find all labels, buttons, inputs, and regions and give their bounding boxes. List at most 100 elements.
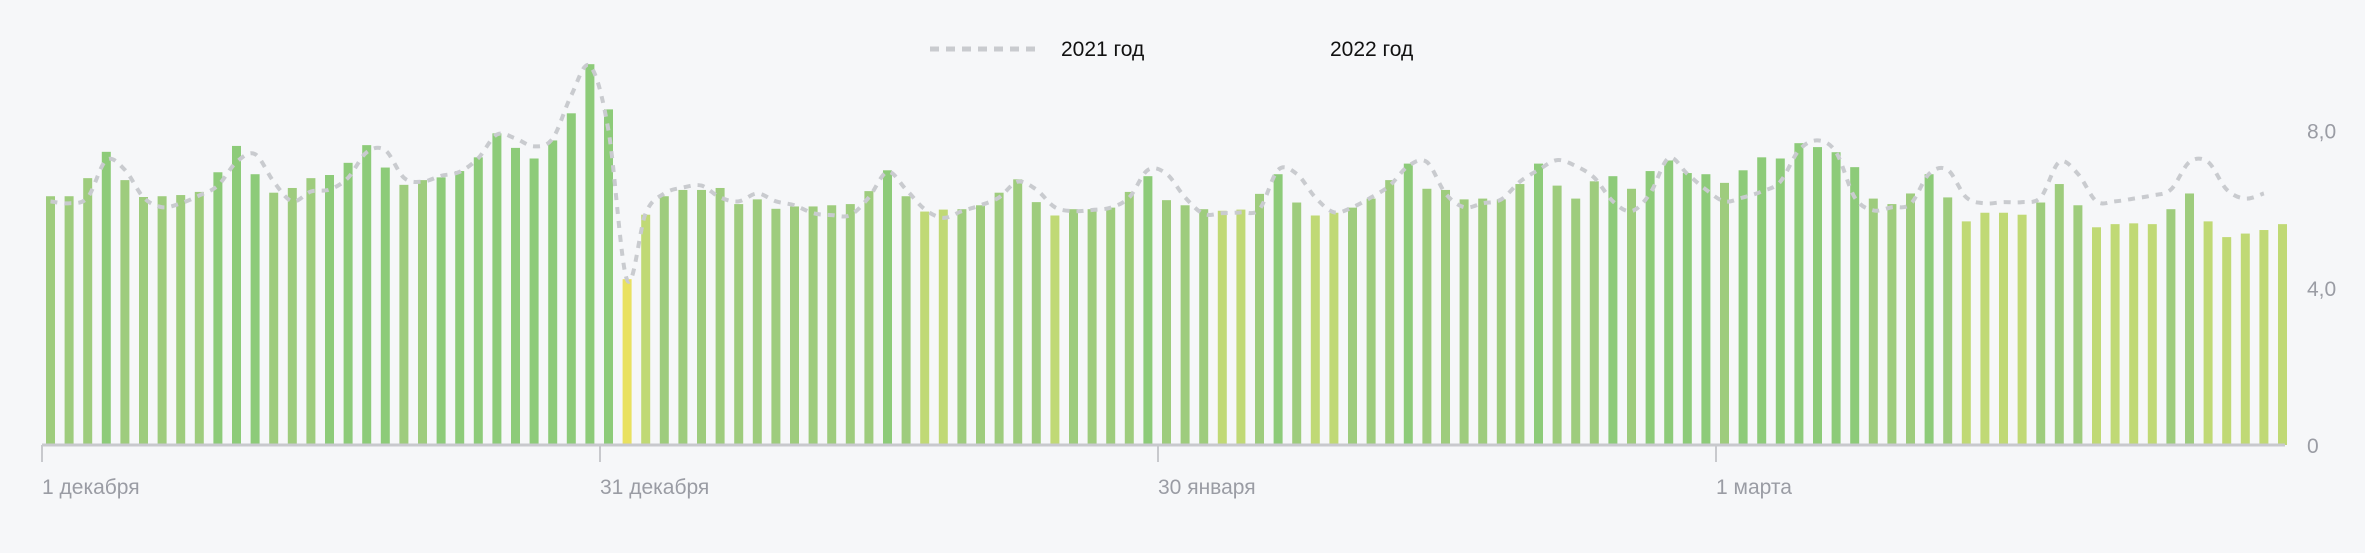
bar-2022 [1720, 182, 1729, 445]
bar-2022 [2054, 184, 2064, 445]
bar-2022 [1552, 185, 1562, 445]
bar-2022 [325, 175, 334, 445]
bar-2022 [920, 211, 930, 445]
bar-2022 [1217, 210, 1227, 445]
bar-2022 [771, 208, 781, 445]
bar-2022 [2222, 237, 2232, 445]
bar-2022 [1180, 205, 1190, 445]
bar-2022 [641, 214, 651, 445]
bar-2022 [1236, 209, 1246, 445]
bar-2022 [1441, 189, 1450, 445]
bar-2022 [790, 206, 799, 445]
bar-2022 [64, 196, 74, 445]
bar-2022 [1775, 158, 1785, 446]
bar-2022 [957, 209, 967, 445]
bar-2022 [901, 196, 911, 445]
bar-2022 [1571, 198, 1581, 445]
bar-2022 [808, 206, 818, 445]
bar-2022 [1087, 209, 1097, 445]
bar-2022 [1366, 198, 1376, 445]
bar-2022 [1589, 181, 1599, 445]
bar-2022 [1050, 215, 1060, 445]
bar-2022 [380, 167, 390, 446]
bar-2022 [1329, 212, 1339, 445]
bar-2022 [715, 187, 725, 445]
bar-2022 [492, 133, 502, 445]
bars-2022 [46, 64, 2287, 446]
bar-2022 [1124, 191, 1134, 445]
bar-2022 [1868, 198, 1878, 445]
bar-2022 [864, 191, 874, 445]
bar-2022 [1385, 180, 1395, 446]
bar-2022 [1013, 179, 1023, 445]
bar-2022 [678, 189, 688, 445]
bar-2022 [659, 196, 669, 445]
bar-2022 [139, 197, 148, 445]
bar-2022 [1627, 188, 1636, 445]
bar-2022 [46, 196, 55, 445]
bar-2022 [1199, 209, 1209, 445]
bar-2022 [994, 192, 1004, 445]
bar-2022 [418, 180, 427, 446]
bar-2022 [1459, 199, 1469, 445]
bar-2022 [1961, 221, 1971, 445]
bar-2022 [157, 196, 167, 445]
bar-2022 [697, 189, 706, 445]
bar-2022 [1310, 215, 1320, 445]
bar-2022 [1255, 193, 1264, 445]
bar-2022 [2073, 205, 2083, 445]
bar-2022 [1887, 204, 1897, 445]
bar-2022 [883, 170, 892, 445]
bar-2022 [752, 199, 762, 445]
bar-2022 [2278, 224, 2287, 445]
bar-2022 [83, 178, 93, 445]
y-tick-label: 0 [2307, 435, 2319, 458]
bar-2022 [362, 145, 372, 446]
bar-2022 [343, 162, 353, 446]
y-tick-label: 8,0 [2307, 121, 2336, 144]
bar-2022 [101, 151, 111, 445]
bar-2022 [827, 205, 837, 445]
bar-2022 [455, 171, 465, 446]
bar-2022 [2203, 221, 2213, 445]
bar-2022 [511, 147, 520, 445]
bar-2022 [845, 204, 855, 445]
bar-2022 [1534, 163, 1543, 445]
bar-2022 [1478, 198, 1488, 445]
bar-2022 [1645, 171, 1655, 446]
y-tick-label: 4,0 [2307, 278, 2336, 301]
bar-2022 [1757, 157, 1767, 445]
bar-2022 [1069, 209, 1078, 445]
bar-2022 [232, 145, 241, 445]
bar-2022 [1813, 147, 1822, 445]
bar-2022 [529, 158, 539, 446]
bar-2022 [473, 157, 483, 445]
bar-2022 [1031, 202, 1041, 445]
bar-2022 [2166, 209, 2176, 445]
bar-2022 [2185, 193, 2194, 445]
bar-2022 [938, 209, 948, 445]
bar-2022 [585, 64, 595, 446]
x-tick-label: 1 декабря [42, 476, 140, 499]
bar-2022 [976, 205, 985, 445]
bar-2022 [306, 178, 316, 445]
bar-2022 [566, 113, 576, 446]
bar-2022 [1106, 207, 1116, 445]
bar-2022 [1924, 174, 1934, 445]
bar-2022 [1664, 160, 1674, 445]
bar-2022 [1515, 184, 1525, 445]
bar-2022 [1403, 163, 1413, 445]
bar-2022 [287, 187, 297, 445]
bar-2022 [213, 172, 223, 445]
bar-2022 [1701, 174, 1711, 445]
x-tick-label: 1 марта [1716, 476, 1792, 499]
bar-2022 [1422, 188, 1432, 445]
bar-2022 [2147, 224, 2157, 445]
x-tick-label: 30 января [1158, 476, 1256, 499]
bar-2022 [548, 140, 558, 446]
bar-2022 [269, 192, 279, 445]
legend: 2021 год 2022 год [930, 38, 1413, 61]
bar-2022 [622, 279, 632, 445]
x-tick-label: 31 декабря [600, 476, 709, 499]
